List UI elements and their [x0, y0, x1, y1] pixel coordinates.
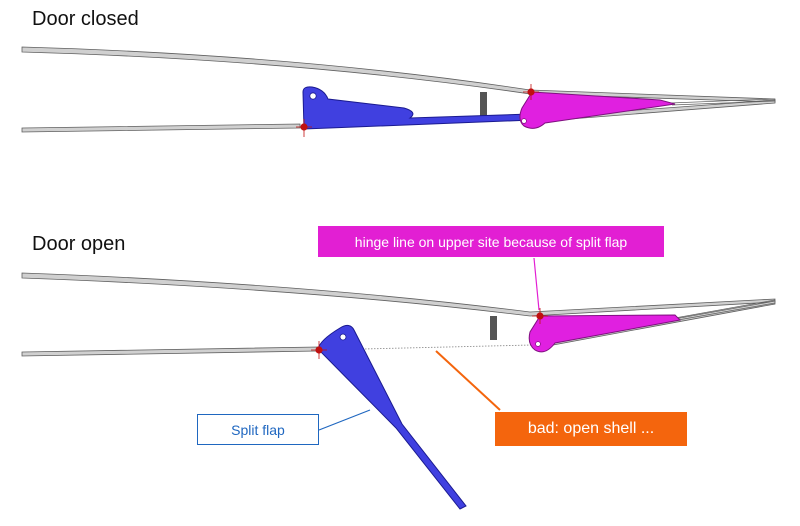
bad-callout-leader [435, 350, 501, 411]
hinge-point-lower-closed [296, 119, 312, 137]
upper-shell-closed [21, 46, 776, 103]
hinge-line-callout: hinge line on upper site because of spli… [318, 226, 664, 257]
hinge-point-upper-closed [523, 84, 539, 100]
stiffener-closed [480, 92, 487, 117]
open-shell-gap-line [319, 344, 533, 351]
door-open-assembly [21, 272, 776, 510]
trailing-edge-lines-open [674, 299, 776, 321]
hinge-point-upper-open [532, 308, 548, 324]
stiffener-open [490, 316, 497, 340]
flap-hole-closed [309, 92, 317, 100]
hinge-callout-leader [533, 257, 540, 311]
split-callout-leader [318, 409, 371, 431]
bad-open-shell-callout: bad: open shell ... [495, 412, 687, 446]
hinge-point-lower-open [311, 341, 327, 359]
hinge-fitting-open [528, 314, 682, 353]
door-closed-assembly [21, 46, 776, 137]
split-flap-closed [302, 86, 533, 130]
lower-shell-closed [21, 123, 301, 133]
split-flap-open [317, 324, 467, 510]
flap-hole-open [339, 333, 347, 341]
title-door-open: Door open [32, 233, 126, 255]
hinge-fitting-closed [519, 91, 676, 129]
hinge-fitting-hole-closed [521, 118, 527, 124]
split-flap-callout: Split flap [197, 414, 319, 445]
title-door-closed: Door closed [32, 8, 139, 30]
trailing-edge-lines-closed [669, 98, 776, 106]
upper-shell-open [21, 272, 776, 317]
hinge-fitting-hole-open [535, 341, 541, 347]
lower-shell-open [21, 346, 319, 357]
